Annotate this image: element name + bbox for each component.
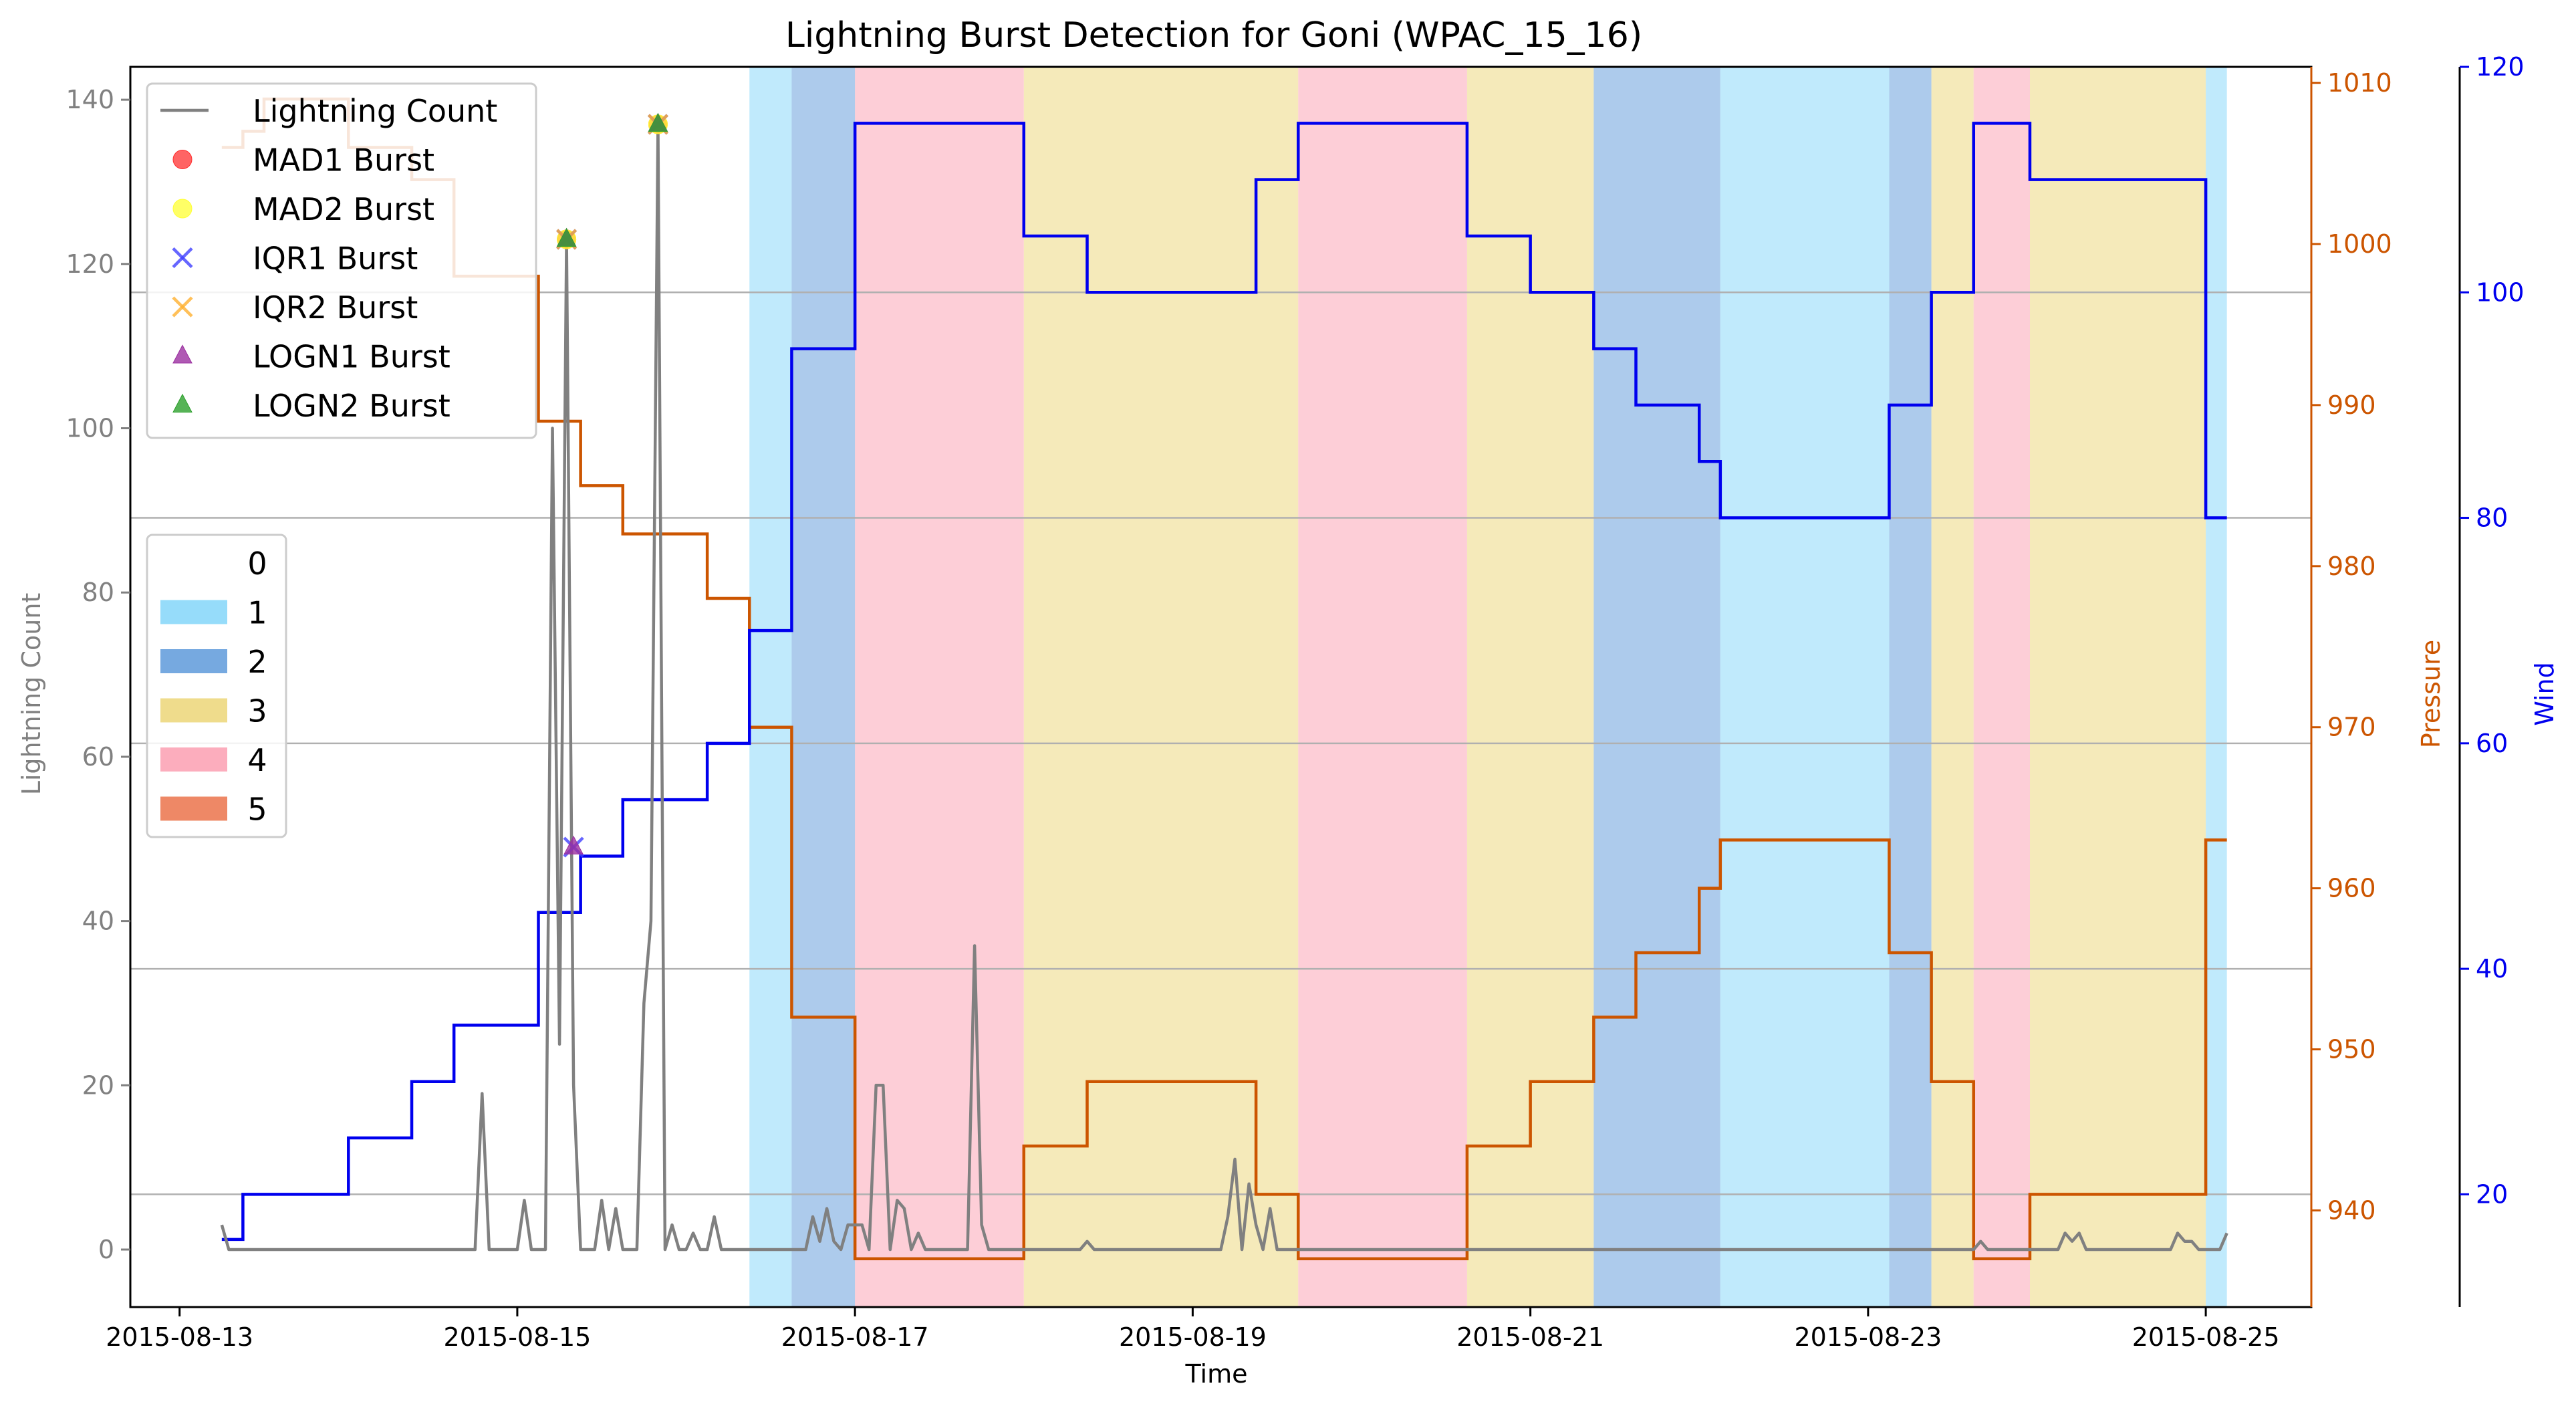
legend-swatch-category-1 bbox=[160, 600, 227, 624]
category-band-4 bbox=[1973, 67, 2030, 1307]
lightning-count-line bbox=[220, 122, 2228, 1252]
legend-swatch-mad1 bbox=[172, 150, 192, 169]
category-legend: 0 1 2 3 4 5 bbox=[146, 534, 287, 838]
count-tick-label: 20 bbox=[82, 1070, 114, 1100]
pressure-tick-label: 990 bbox=[2327, 390, 2376, 420]
category-band-1 bbox=[1720, 67, 1890, 1307]
legend-swatch-category-5 bbox=[160, 796, 227, 821]
legend-swatch-logn2 bbox=[172, 393, 192, 413]
category-band-3 bbox=[1931, 67, 1974, 1307]
count-tick-label: 80 bbox=[82, 578, 114, 607]
legend-label-category-0: 0 bbox=[247, 546, 267, 582]
category-band-1 bbox=[2206, 67, 2227, 1307]
series-legend: Lightning Count MAD1 Burst MAD2 Burst IQR1 … bbox=[146, 82, 537, 439]
pressure-tick-label: 940 bbox=[2327, 1195, 2376, 1225]
x-tick-label: 2015-08-17 bbox=[781, 1322, 929, 1352]
category-band-2 bbox=[1889, 67, 1932, 1307]
x-tick-label: 2015-08-21 bbox=[1456, 1322, 1604, 1352]
chart-title: Lightning Burst Detection for Goni (WPAC… bbox=[785, 15, 1642, 55]
legend-swatch-logn1 bbox=[172, 344, 192, 364]
burst-marker-logn2 bbox=[556, 227, 577, 247]
wind-tick-label: 80 bbox=[2476, 503, 2508, 533]
wind-tick-label: 20 bbox=[2476, 1179, 2508, 1209]
legend-swatch-iqr2-stroke-b bbox=[172, 296, 193, 318]
pressure-tick-label: 1000 bbox=[2327, 229, 2392, 259]
wind-line bbox=[221, 122, 2227, 1242]
category-bands bbox=[749, 67, 2227, 1307]
legend-swatch-iqr1-stroke-b bbox=[172, 247, 193, 269]
wind-tick-label: 120 bbox=[2476, 52, 2525, 82]
x-tick-label: 2015-08-19 bbox=[1119, 1322, 1267, 1352]
legend-label-category-2: 2 bbox=[247, 644, 267, 680]
legend-swatch-category-2 bbox=[160, 649, 227, 673]
pressure-tick-label: 970 bbox=[2327, 713, 2376, 742]
x-tick-label: 2015-08-23 bbox=[1794, 1322, 1942, 1352]
legend-label-iqr2: IQR2 Burst bbox=[253, 289, 418, 326]
legend-label-category-3: 3 bbox=[247, 693, 267, 729]
category-band-2 bbox=[791, 67, 856, 1307]
burst-marker-logn1 bbox=[563, 835, 584, 855]
legend-label-mad1: MAD1 Burst bbox=[253, 142, 434, 179]
x-axis-label: Time bbox=[1185, 1359, 1248, 1389]
legend-label-iqr1: IQR1 Burst bbox=[253, 241, 418, 277]
count-tick-label: 140 bbox=[66, 85, 114, 114]
category-band-1 bbox=[749, 67, 792, 1307]
legend-label-mad2: MAD2 Burst bbox=[253, 191, 434, 227]
pressure-tick-label: 950 bbox=[2327, 1035, 2376, 1064]
burst-marker-logn2 bbox=[648, 112, 668, 132]
count-tick-label: 60 bbox=[82, 742, 114, 772]
legend-swatch-category-3 bbox=[160, 698, 227, 723]
category-band-2 bbox=[1593, 67, 1720, 1307]
x-tick-label: 2015-08-13 bbox=[106, 1322, 253, 1352]
legend-label-logn1: LOGN1 Burst bbox=[253, 339, 450, 375]
count-tick-label: 40 bbox=[82, 907, 114, 936]
legend-swatch-iqr2 bbox=[172, 296, 193, 318]
legend-swatch-mad2 bbox=[172, 199, 192, 219]
x-tick-label: 2015-08-15 bbox=[443, 1322, 591, 1352]
axes: 2015-08-13 2015-08-15 2015-08-17 2015-08-19… bbox=[66, 52, 2524, 1352]
legend-swatch-category-4 bbox=[160, 747, 227, 772]
count-tick-label: 120 bbox=[66, 249, 114, 279]
burst-markers bbox=[556, 112, 669, 858]
wind-tick-label: 60 bbox=[2476, 729, 2508, 758]
legend-label-logn2: LOGN2 Burst bbox=[253, 388, 450, 424]
legend-label-category-4: 4 bbox=[247, 742, 267, 778]
legend-label-category-5: 5 bbox=[247, 792, 267, 828]
legend-label-lightning: Lightning Count bbox=[253, 93, 497, 129]
count-tick-label: 100 bbox=[66, 414, 114, 443]
pressure-tick-label: 980 bbox=[2327, 552, 2376, 581]
y-axis-label-lightning: Lightning Count bbox=[17, 593, 46, 796]
category-band-4 bbox=[855, 67, 1024, 1307]
y-axis-label-pressure: Pressure bbox=[2416, 640, 2446, 748]
series-legend-box bbox=[146, 82, 537, 439]
x-tick-label: 2015-08-25 bbox=[2132, 1322, 2280, 1352]
pressure-tick-label: 960 bbox=[2327, 874, 2376, 903]
category-band-3 bbox=[2029, 67, 2206, 1307]
wind-tick-label: 40 bbox=[2476, 954, 2508, 983]
category-band-4 bbox=[1298, 67, 1467, 1307]
y-axis-label-wind: Wind bbox=[2530, 662, 2559, 726]
wind-tick-label: 100 bbox=[2476, 277, 2525, 307]
category-band-3 bbox=[1023, 67, 1299, 1307]
count-tick-label: 0 bbox=[98, 1235, 114, 1264]
legend-label-category-1: 1 bbox=[247, 595, 267, 631]
legend-swatch-iqr1 bbox=[172, 247, 193, 269]
pressure-tick-label: 1010 bbox=[2327, 68, 2392, 98]
